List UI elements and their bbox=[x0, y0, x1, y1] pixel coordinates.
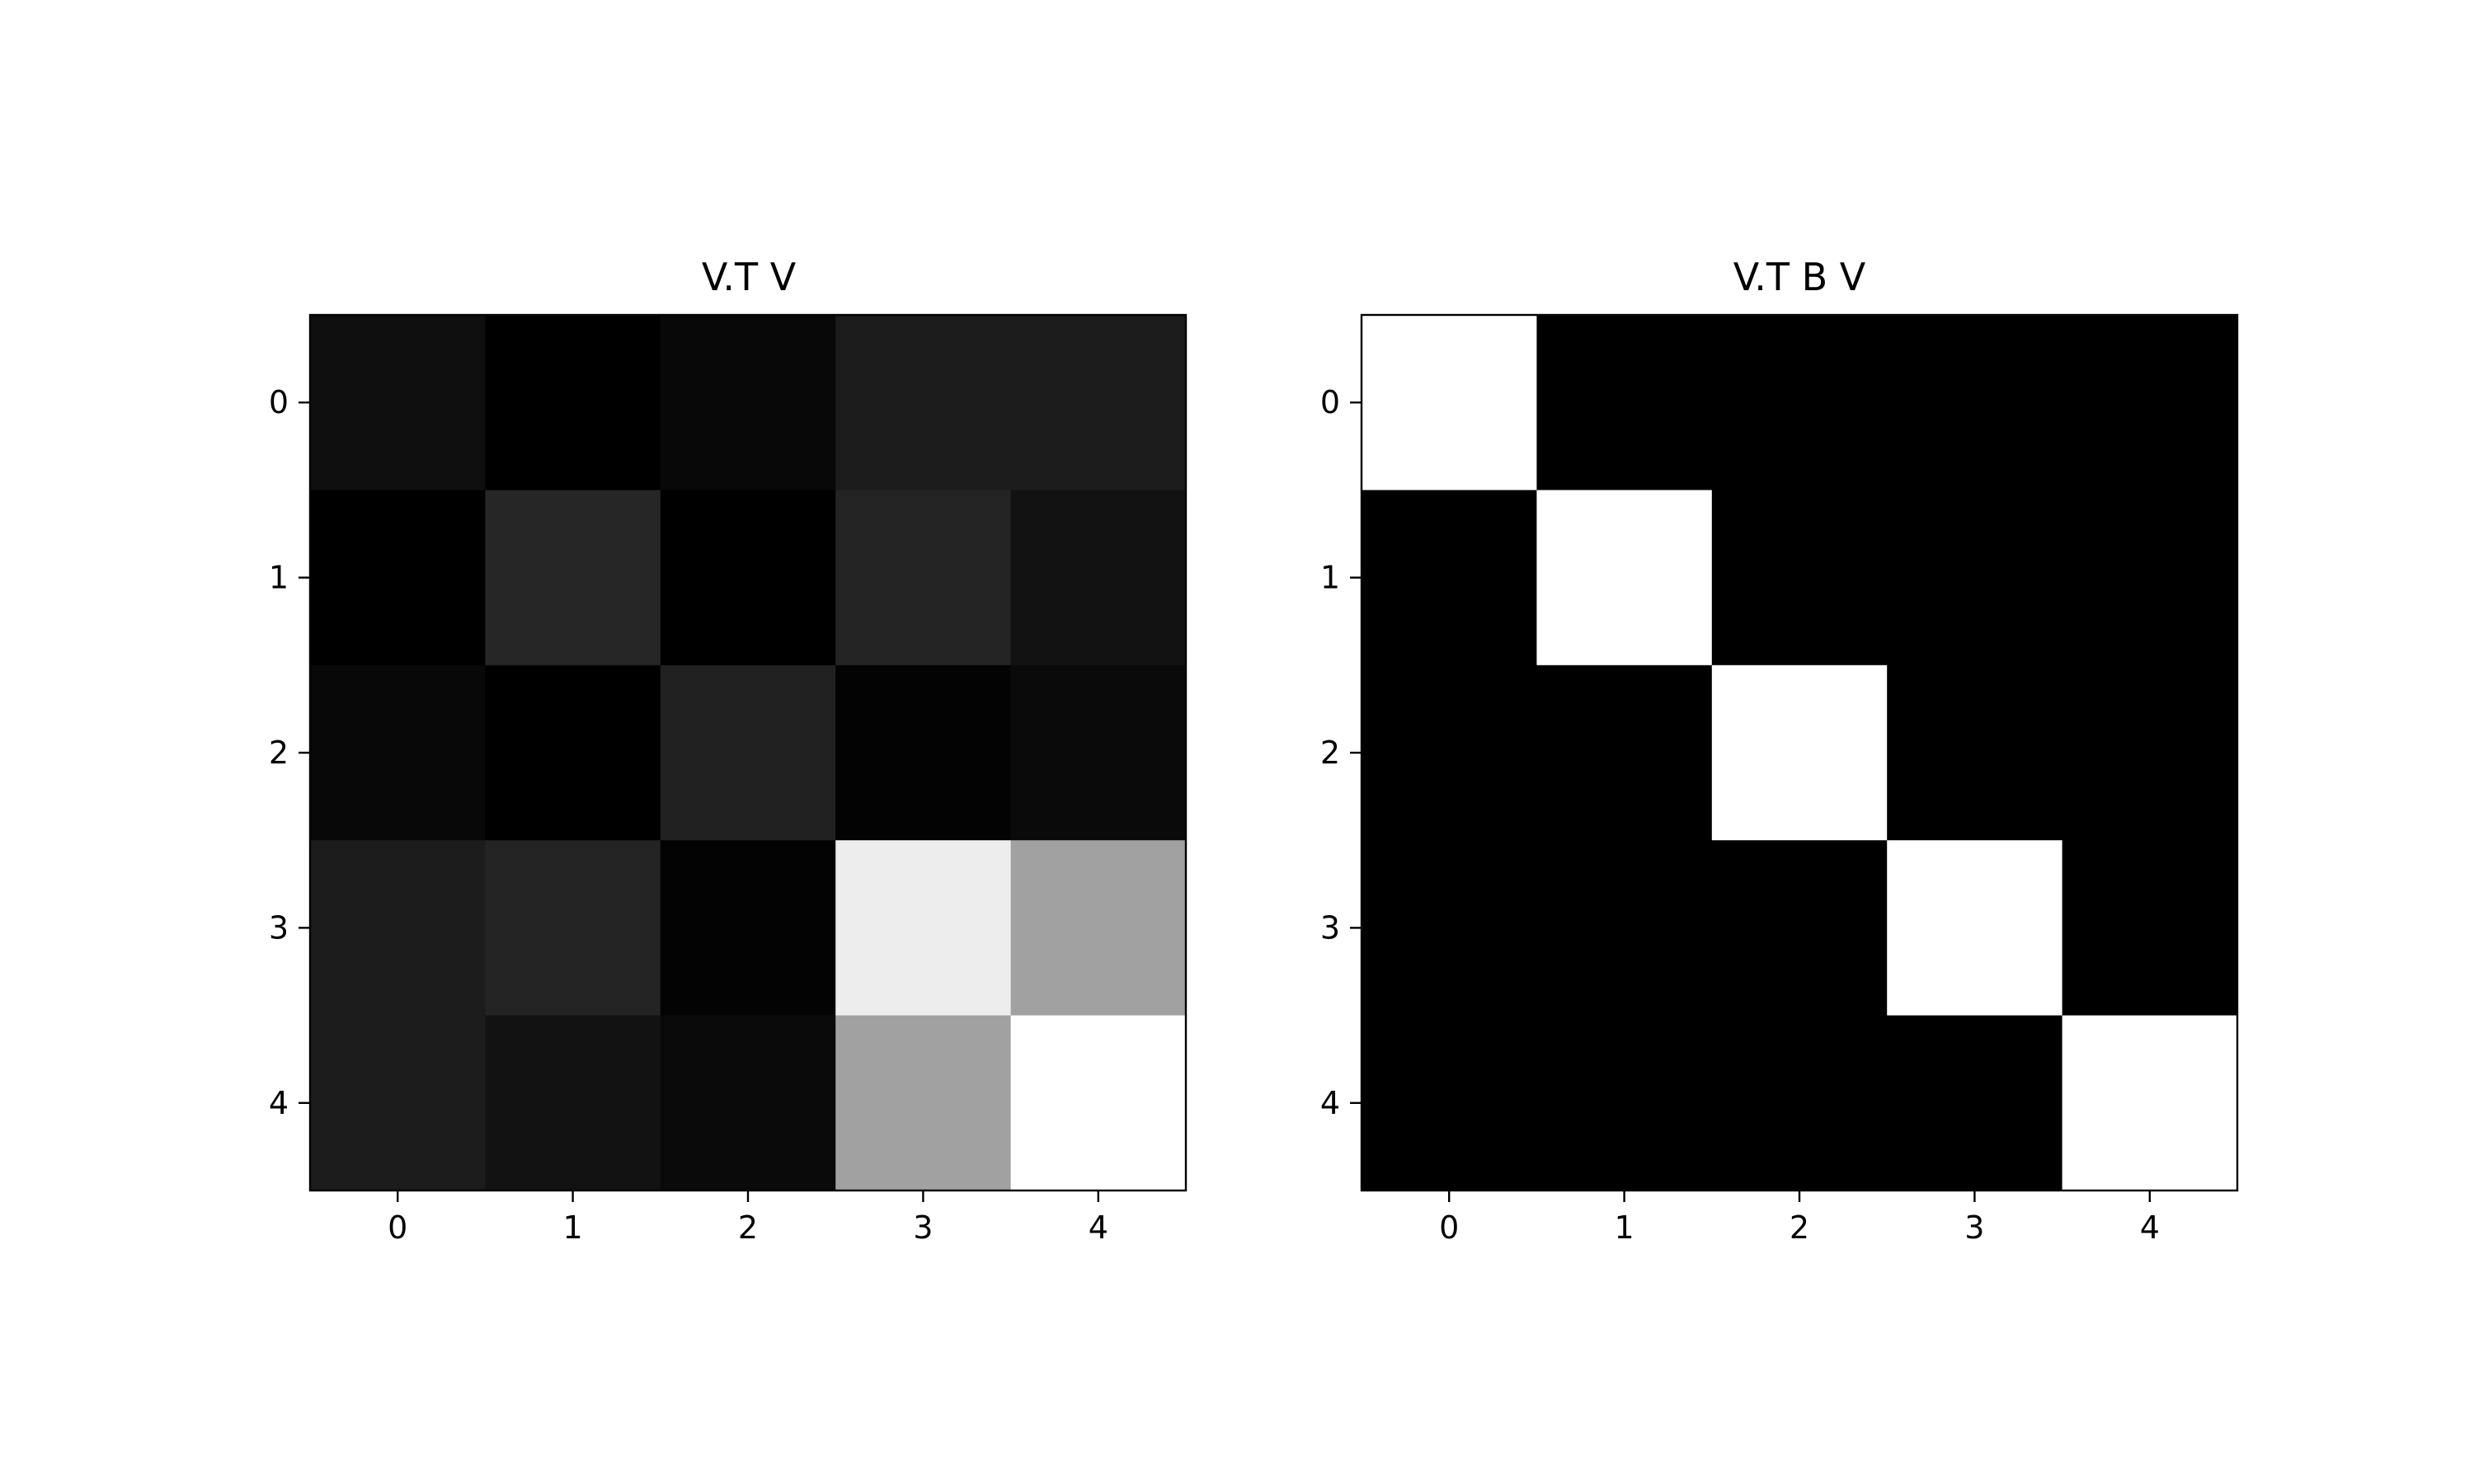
heatmap-cell-r4-c1 bbox=[485, 1015, 661, 1191]
panel-title: V.T V bbox=[702, 255, 797, 299]
heatmap-cell-r3-c3 bbox=[835, 840, 1012, 1017]
x-tick-label: 1 bbox=[563, 1209, 583, 1246]
x-axis-ticks: 0 1 2 3 4 bbox=[1439, 1190, 2160, 1246]
heatmap-cell-r3-c0 bbox=[1362, 840, 1537, 1017]
heatmap-cell-r4-c2 bbox=[1711, 1015, 1888, 1191]
x-axis-ticks: 0 1 2 3 4 bbox=[388, 1190, 1108, 1246]
heatmap-cell-r3-c4 bbox=[2062, 840, 2238, 1017]
x-tick-label: 3 bbox=[1964, 1209, 1984, 1246]
heatmap-cell-r1-c1 bbox=[485, 490, 661, 666]
heatmap-cell-r2-c3 bbox=[835, 665, 1012, 841]
y-tick-label: 1 bbox=[1320, 560, 1340, 596]
heatmap-cell-r0-c1 bbox=[1536, 315, 1713, 491]
x-tick-label: 2 bbox=[738, 1209, 758, 1246]
heatmap-cell-r2-c4 bbox=[2062, 665, 2238, 841]
x-tick-label: 1 bbox=[1615, 1209, 1634, 1246]
heatmap-cell-r1-c1 bbox=[1536, 490, 1713, 666]
heatmap-cell-r3-c2 bbox=[660, 840, 836, 1017]
y-tick-label: 2 bbox=[1320, 735, 1340, 771]
heatmap-cell-r3-c1 bbox=[1536, 840, 1713, 1017]
heatmap-panel-vtv: V.T V 0 1 2 3 4 0 1 2 3 4 bbox=[269, 255, 1188, 1246]
x-tick-label: 0 bbox=[388, 1209, 407, 1246]
heatmap-cell-r4-c2 bbox=[660, 1015, 836, 1191]
heatmap-cell-r2-c4 bbox=[1010, 665, 1187, 841]
y-tick-label: 0 bbox=[1320, 384, 1340, 420]
y-axis-ticks: 0 1 2 3 4 bbox=[269, 384, 310, 1121]
heatmap-cell-r0-c3 bbox=[1887, 315, 2063, 491]
y-tick-label: 3 bbox=[1320, 909, 1340, 946]
heatmap-cell-r3-c1 bbox=[485, 840, 661, 1017]
heatmap-cell-r2-c2 bbox=[1711, 665, 1888, 841]
heatmap-cell-r2-c2 bbox=[660, 665, 836, 841]
heatmap-cell-r3-c4 bbox=[1010, 840, 1187, 1017]
heatmap-cell-r2-c1 bbox=[485, 665, 661, 841]
heatmap-cell-r1-c4 bbox=[1010, 490, 1187, 666]
heatmap-cell-r2-c0 bbox=[310, 665, 486, 841]
heatmap-cells bbox=[1362, 315, 2238, 1191]
heatmap-cell-r1-c3 bbox=[835, 490, 1012, 666]
heatmap-cell-r2-c1 bbox=[1536, 665, 1713, 841]
x-tick-label: 2 bbox=[1790, 1209, 1809, 1246]
heatmap-cell-r4-c3 bbox=[1887, 1015, 2063, 1191]
heatmap-cell-r1-c4 bbox=[2062, 490, 2238, 666]
heatmap-cell-r4-c4 bbox=[2062, 1015, 2238, 1191]
heatmap-cell-r0-c0 bbox=[310, 315, 486, 491]
heatmap-cell-r1-c3 bbox=[1887, 490, 2063, 666]
y-tick-label: 0 bbox=[269, 384, 289, 420]
heatmap-cell-r0-c4 bbox=[2062, 315, 2238, 491]
heatmap-cell-r4-c1 bbox=[1536, 1015, 1713, 1191]
heatmap-cell-r1-c2 bbox=[1711, 490, 1888, 666]
heatmap-cell-r1-c0 bbox=[310, 490, 486, 666]
x-tick-label: 4 bbox=[2140, 1209, 2160, 1246]
heatmap-cell-r4-c4 bbox=[1010, 1015, 1187, 1191]
heatmap-cell-r0-c0 bbox=[1362, 315, 1537, 491]
heatmap-cell-r3-c2 bbox=[1711, 840, 1888, 1017]
panel-title: V.T B V bbox=[1733, 255, 1866, 299]
x-tick-label: 4 bbox=[1089, 1209, 1108, 1246]
heatmap-cell-r2-c0 bbox=[1362, 665, 1537, 841]
y-tick-label: 4 bbox=[1320, 1085, 1340, 1121]
heatmap-cells bbox=[310, 315, 1187, 1191]
heatmap-cell-r3-c0 bbox=[310, 840, 486, 1017]
heatmap-cell-r0-c2 bbox=[1711, 315, 1888, 491]
heatmap-cell-r1-c0 bbox=[1362, 490, 1537, 666]
y-tick-label: 2 bbox=[269, 735, 289, 771]
y-tick-label: 1 bbox=[269, 560, 289, 596]
y-tick-label: 4 bbox=[269, 1085, 289, 1121]
heatmap-cell-r0-c3 bbox=[835, 315, 1012, 491]
heatmap-cell-r4-c0 bbox=[310, 1015, 486, 1191]
heatmap-cell-r0-c4 bbox=[1010, 315, 1187, 491]
heatmap-cell-r0-c1 bbox=[485, 315, 661, 491]
heatmap-cell-r0-c2 bbox=[660, 315, 836, 491]
x-tick-label: 3 bbox=[913, 1209, 933, 1246]
heatmap-cell-r3-c3 bbox=[1887, 840, 2063, 1017]
y-axis-ticks: 0 1 2 3 4 bbox=[1320, 384, 1362, 1121]
x-tick-label: 0 bbox=[1439, 1209, 1459, 1246]
heatmap-panel-vtbv: V.T B V 0 1 2 3 4 0 1 2 3 4 bbox=[1320, 255, 2239, 1246]
heatmap-cell-r2-c3 bbox=[1887, 665, 2063, 841]
y-tick-label: 3 bbox=[269, 909, 289, 946]
heatmap-cell-r4-c0 bbox=[1362, 1015, 1537, 1191]
heatmap-cell-r1-c2 bbox=[660, 490, 836, 666]
heatmap-cell-r4-c3 bbox=[835, 1015, 1012, 1191]
